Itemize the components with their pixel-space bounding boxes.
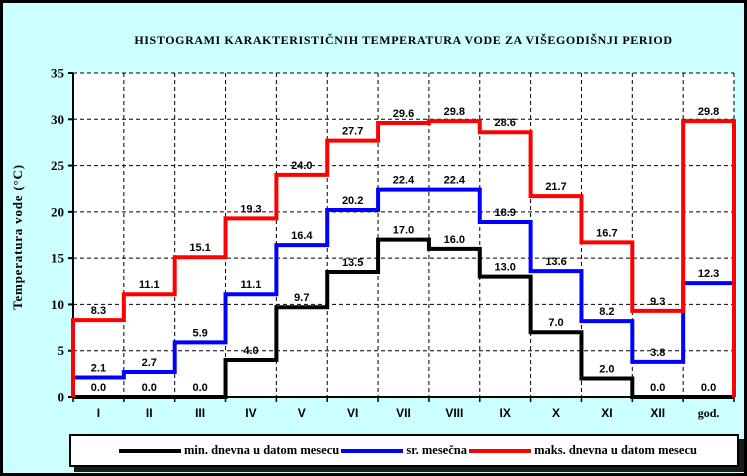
value-label-series-2: 11.1 [139,279,160,291]
value-label-series-0: 0.0 [91,382,106,394]
value-label-series-0: 17.0 [393,225,414,237]
y-tick-label: 5 [58,343,65,358]
x-category-label: VII [396,406,411,420]
value-label-series-1: 16.4 [291,230,313,242]
x-category-label: I [97,406,100,420]
value-label-series-2: 24.0 [291,160,312,172]
value-label-series-2: 15.1 [189,242,210,254]
y-tick-label: 20 [51,204,64,219]
x-category-label: IV [245,406,256,420]
x-category-label: III [195,406,205,420]
value-label-series-0: 13.0 [494,262,515,274]
value-label-series-0: 16.0 [444,234,465,246]
x-category-label: IX [500,406,511,420]
value-label-series-0: 0.0 [650,382,665,394]
legend: min. dnevna u datom mesecu sr. mesečna m… [69,434,739,467]
value-label-series-1: 2.7 [142,357,157,369]
value-label-series-1: 20.2 [342,195,363,207]
value-label-series-2: 29.8 [698,106,719,118]
x-category-label: XII [650,406,665,420]
value-label-series-1: 5.9 [192,327,207,339]
value-label-series-2: 27.7 [342,126,363,138]
value-label-series-1: 13.6 [545,256,566,268]
x-category-label: II [146,406,153,420]
legend-item-avg: sr. mesečna [341,443,467,458]
y-tick-label: 35 [51,66,65,81]
value-label-series-2: 9.3 [650,296,665,308]
chart-title: HISTOGRAMI KARAKTERISTIČNIH TEMPERATURA … [134,33,673,47]
y-tick-label: 10 [51,297,64,312]
x-category-label: god. [698,406,720,420]
legend-key-min-icon [119,448,181,453]
y-tick-label: 15 [51,251,65,266]
x-category-label: X [552,406,560,420]
value-label-series-0: 0.0 [701,382,716,394]
legend-label-max: maks. dnevna u datom mesecu [534,443,697,457]
x-category-label: VIII [445,406,463,420]
legend-key-avg-icon [341,448,404,453]
value-label-series-2: 21.7 [545,181,566,193]
y-tick-label: 0 [58,390,65,405]
value-label-series-1: 22.4 [393,175,415,187]
value-label-series-1: 18.9 [494,207,515,219]
legend-label-avg: sr. mesečna [406,443,467,457]
value-label-series-1: 12.3 [698,268,719,280]
y-tick-label: 30 [51,112,64,127]
value-label-series-0: 0.0 [142,382,157,394]
value-label-series-2: 16.7 [596,227,617,239]
value-label-series-1: 22.4 [444,175,466,187]
series-1-line [73,187,734,380]
value-label-series-1: 11.1 [241,279,262,291]
value-label-series-0: 7.0 [548,317,563,329]
legend-key-max-icon [469,448,532,453]
value-label-series-1: 8.2 [599,306,614,318]
value-label-series-0: 13.5 [342,257,363,269]
value-label-series-0: 2.0 [599,363,614,375]
value-label-series-2: 19.3 [240,203,261,215]
value-label-series-2: 29.8 [444,106,465,118]
series-2-line [71,119,736,397]
x-category-label: VI [347,406,358,420]
value-label-series-1: 3.8 [650,347,665,359]
value-label-series-0: 0.0 [192,382,207,394]
value-label-series-2: 29.6 [393,108,414,120]
value-label-series-0: 9.7 [294,292,309,304]
legend-item-max: maks. dnevna u datom mesecu [469,443,697,458]
value-label-series-2: 28.6 [494,117,515,129]
value-label-series-1: 2.1 [91,363,106,375]
series-0-line [73,237,734,399]
y-tick-label: 25 [51,158,65,173]
legend-item-min: min. dnevna u datom mesecu [119,443,339,458]
value-label-series-2: 8.3 [91,305,106,317]
x-category-label: V [298,406,306,420]
value-label-series-0: 4.0 [243,345,258,357]
legend-label-min: min. dnevna u datom mesecu [184,443,340,457]
x-category-label: XI [601,406,612,420]
